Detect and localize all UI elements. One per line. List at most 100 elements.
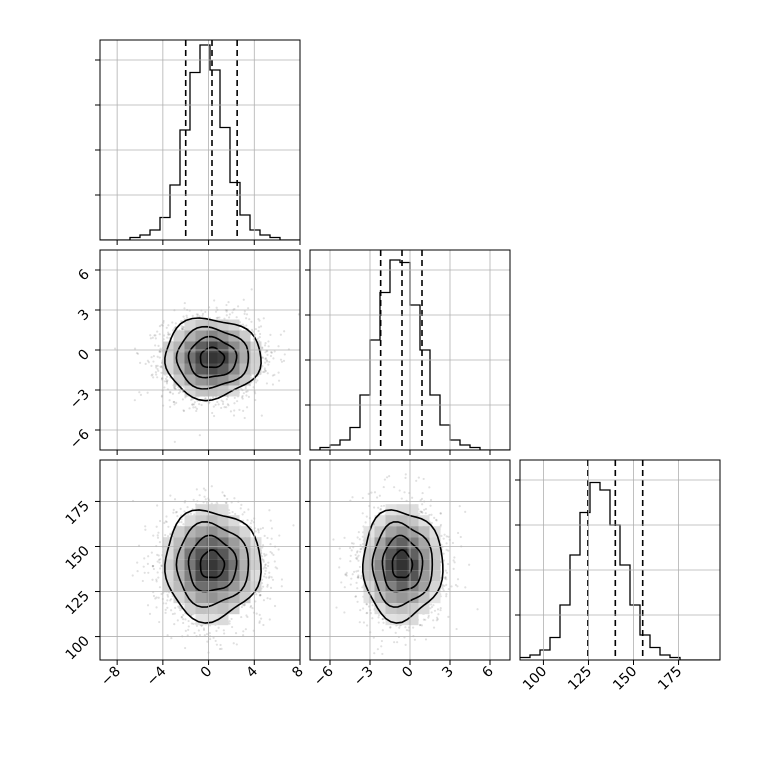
scatter-point [243, 416, 246, 420]
scatter-point [265, 576, 268, 579]
scatter-point [166, 606, 169, 609]
scatter-point [442, 537, 445, 540]
scatter-point [439, 512, 442, 515]
scatter-point [228, 622, 231, 625]
scatter-point [423, 508, 426, 511]
density-cell [184, 363, 196, 375]
scatter-point [380, 645, 383, 648]
scatter-point [232, 642, 235, 645]
scatter-point [184, 618, 187, 621]
density-cell [173, 330, 185, 342]
scatter-point [154, 597, 157, 600]
scatter-point [424, 512, 427, 515]
scatter-point [157, 531, 160, 534]
scatter-point [163, 386, 166, 389]
scatter-point [193, 401, 196, 404]
scatter-point [266, 597, 269, 600]
contour-level [362, 509, 444, 624]
scatter-point [257, 329, 260, 333]
density-cell [217, 330, 229, 342]
scatter-point [351, 573, 354, 576]
scatter-point [404, 643, 407, 646]
scatter-point [157, 554, 160, 557]
scatter-point [261, 347, 264, 350]
scatter-point [257, 337, 260, 340]
scatter-point [177, 391, 180, 395]
scatter-point [394, 631, 397, 634]
scatter-point [357, 575, 360, 578]
scatter-point [271, 578, 275, 581]
scatter-point [152, 534, 155, 537]
scatter-point [180, 325, 183, 328]
scatter-point [170, 609, 173, 612]
density-cell [217, 515, 229, 527]
density-cell [429, 581, 441, 593]
scatter-point [174, 511, 178, 514]
density-cell [407, 537, 419, 549]
scatter-point [205, 632, 209, 636]
scatter-point [245, 313, 249, 316]
density-cell [396, 559, 408, 571]
scatter-point [340, 581, 343, 584]
scatter-point [464, 586, 467, 589]
scatter-point [219, 643, 222, 647]
scatter-point [254, 327, 257, 331]
scatter-point [440, 534, 443, 537]
scatter-point [245, 390, 248, 393]
scatter-point [258, 613, 261, 616]
density-cell [195, 581, 207, 593]
scatter-point [357, 554, 360, 557]
density-cell [217, 341, 229, 353]
x-tick-label: 4 [243, 663, 261, 681]
scatter-point [203, 634, 206, 637]
scatter-point [212, 636, 215, 639]
density-cell [206, 363, 218, 375]
scatter-point [261, 558, 264, 561]
density-cell [206, 374, 218, 386]
scatter-point [164, 533, 167, 537]
scatter-point [257, 317, 260, 321]
scatter-point [190, 613, 193, 617]
scatter-point [355, 570, 358, 573]
density-cell [429, 537, 441, 549]
scatter-point [257, 529, 260, 532]
histogram-steps [310, 259, 510, 450]
scatter-point [407, 629, 410, 632]
scatter-point [220, 647, 223, 651]
density-cell [195, 526, 207, 538]
scatter-point [154, 337, 157, 340]
scatter-point [146, 391, 149, 394]
scatter-point [175, 401, 178, 405]
density-cell [396, 581, 408, 593]
scatter-point [404, 473, 407, 476]
scatter-point [297, 313, 300, 316]
scatter-point [260, 617, 263, 620]
scatter-point [181, 327, 184, 330]
scatter-point [228, 511, 231, 515]
scatter-point [245, 614, 248, 617]
density-cell [173, 352, 185, 364]
scatter-point [244, 628, 247, 631]
scatter-point [420, 624, 424, 627]
scatter-point [240, 503, 243, 506]
contour-level [381, 534, 424, 593]
scatter-point [223, 406, 226, 409]
scatter-point [136, 352, 140, 355]
scatter-point [234, 512, 237, 516]
x-tick-label: 3 [439, 664, 457, 682]
scatter-point [131, 574, 134, 577]
scatter-point [335, 606, 338, 609]
histogram-panel-2-plot-area [310, 250, 510, 450]
scatter-point [181, 602, 185, 606]
scatter-point [377, 614, 381, 617]
scatter-point [264, 563, 267, 567]
histogram-panel-2 [305, 249, 511, 455]
scatter-point [113, 347, 117, 350]
scatter-point [166, 535, 170, 538]
scatter-point [273, 373, 276, 376]
scatter-point [355, 557, 359, 561]
scatter-point [151, 564, 154, 568]
density-cell [250, 570, 262, 582]
scatter-point [247, 508, 250, 511]
